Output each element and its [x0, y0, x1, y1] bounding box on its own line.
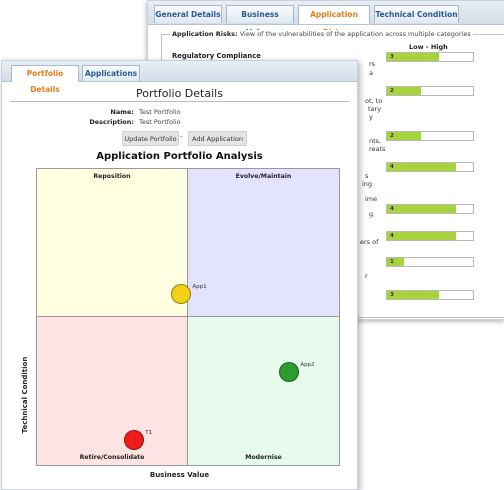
risk-bar: 4	[386, 162, 474, 172]
risk-label-fragment: s	[365, 172, 369, 180]
tab-applications[interactable]: Applications	[82, 65, 140, 81]
risk-value: 2	[390, 88, 394, 94]
app-point-label: App2	[300, 361, 315, 368]
risk-label-fragment: nts,	[369, 137, 382, 145]
risk-label-fragment: rs	[369, 60, 376, 68]
risk-bar-fill	[387, 258, 405, 266]
portfolio-window: Portfolio Details Applications Portfolio…	[1, 60, 358, 490]
risk-bar-fill	[387, 87, 422, 95]
risk-bar: 2	[386, 131, 474, 141]
app-point-label: App1	[192, 284, 207, 291]
risk-bar: 4	[386, 204, 474, 214]
risk-bar-fill	[387, 53, 439, 61]
quadrant-label-reposition: Reposition	[93, 173, 131, 180]
description-value: Test Portfolio	[139, 118, 181, 126]
title-divider	[10, 101, 349, 102]
risk-value: 2	[390, 133, 394, 139]
app-point[interactable]	[171, 284, 192, 305]
y-axis-label: Technical Condition	[21, 356, 29, 434]
risk-label-fragment: ime	[365, 195, 378, 203]
risks-fieldset: Application Risks: View of the vulnerabi…	[161, 30, 504, 318]
front-tab-bar: Portfolio Details Applications	[2, 61, 357, 94]
risk-bar: 2	[386, 86, 474, 96]
quadrant-reposition: Reposition	[37, 169, 188, 317]
chart-title: Application Portfolio Analysis	[96, 151, 263, 162]
risk-label-fragment: ing	[362, 180, 373, 188]
risk-label-fragment: g	[369, 210, 374, 218]
x-axis-label: Business Value	[149, 471, 210, 479]
quadrant-retire-consolidate: Retire/Consolidate	[37, 317, 188, 465]
risk-label-fragment: a	[369, 69, 373, 77]
description-label: Description:	[89, 118, 134, 126]
tab-technical-condition[interactable]: Technical Condition	[374, 5, 459, 23]
risk-value: 1	[390, 259, 394, 265]
risk-category-label: Regulatory Compliance	[172, 52, 261, 60]
name-label: Name:	[110, 108, 134, 116]
risks-legend-title: Application Risks:	[172, 30, 238, 38]
risk-value: 4	[390, 233, 394, 239]
risk-bar: 1	[386, 257, 474, 267]
risk-label-fragment: ers of	[360, 238, 379, 246]
risk-bar-fill	[387, 232, 456, 240]
risk-bar: 3	[386, 52, 474, 62]
risk-label-fragment: tary	[368, 105, 382, 113]
button-separator: -	[180, 133, 183, 141]
risk-value: 3	[390, 292, 394, 298]
name-value: Test Portfolio	[139, 108, 181, 116]
quadrant-evolve-maintain: Evolve/Maintain	[188, 169, 339, 317]
risk-value: 4	[390, 206, 394, 212]
quadrant-label-retire-consolidate: Retire/Consolidate	[79, 454, 145, 461]
app-point[interactable]	[279, 361, 300, 382]
portfolio-quadrant-chart: Reposition Evolve/Maintain Retire/Consol…	[36, 168, 340, 466]
tab-general-details[interactable]: General Details	[154, 5, 222, 23]
risk-label-fragment: ot, to	[365, 97, 383, 105]
quadrant-label-evolve-maintain: Evolve/Maintain	[235, 173, 292, 180]
update-portfolio-button[interactable]: Update Portfolio	[122, 131, 179, 146]
risk-bar: 4	[386, 231, 474, 241]
risk-bar-fill	[387, 163, 456, 171]
risks-legend-desc: View of the vulnerabilities of the appli…	[239, 30, 471, 38]
add-application-button[interactable]: Add Application	[188, 131, 247, 146]
risk-value: 3	[390, 54, 394, 60]
tab-portfolio-details[interactable]: Portfolio Details	[11, 65, 79, 94]
app-point-label: T1	[145, 430, 153, 437]
risk-bar: 3	[386, 290, 474, 300]
back-tab-bar: General Details Business Values Applicat…	[148, 1, 504, 37]
scale-label: Low - High	[409, 43, 448, 51]
risk-label-fragment: reats	[369, 145, 386, 153]
risk-value: 4	[390, 164, 394, 170]
risks-legend: Application Risks: View of the vulnerabi…	[170, 30, 473, 38]
risk-bar-fill	[387, 205, 456, 213]
quadrant-label-modernise: Modernise	[245, 454, 282, 461]
tab-application-risks[interactable]: Application Risks	[298, 5, 370, 37]
risk-label-fragment: y	[369, 113, 373, 121]
risk-bar-fill	[387, 291, 439, 299]
page-title: Portfolio Details	[136, 87, 223, 100]
risk-bar-fill	[387, 132, 422, 140]
tab-business-values[interactable]: Business Values	[226, 5, 294, 37]
app-point[interactable]	[124, 430, 145, 451]
quadrant-modernise: Modernise	[188, 317, 339, 465]
risk-label-fragment: r	[365, 272, 368, 280]
